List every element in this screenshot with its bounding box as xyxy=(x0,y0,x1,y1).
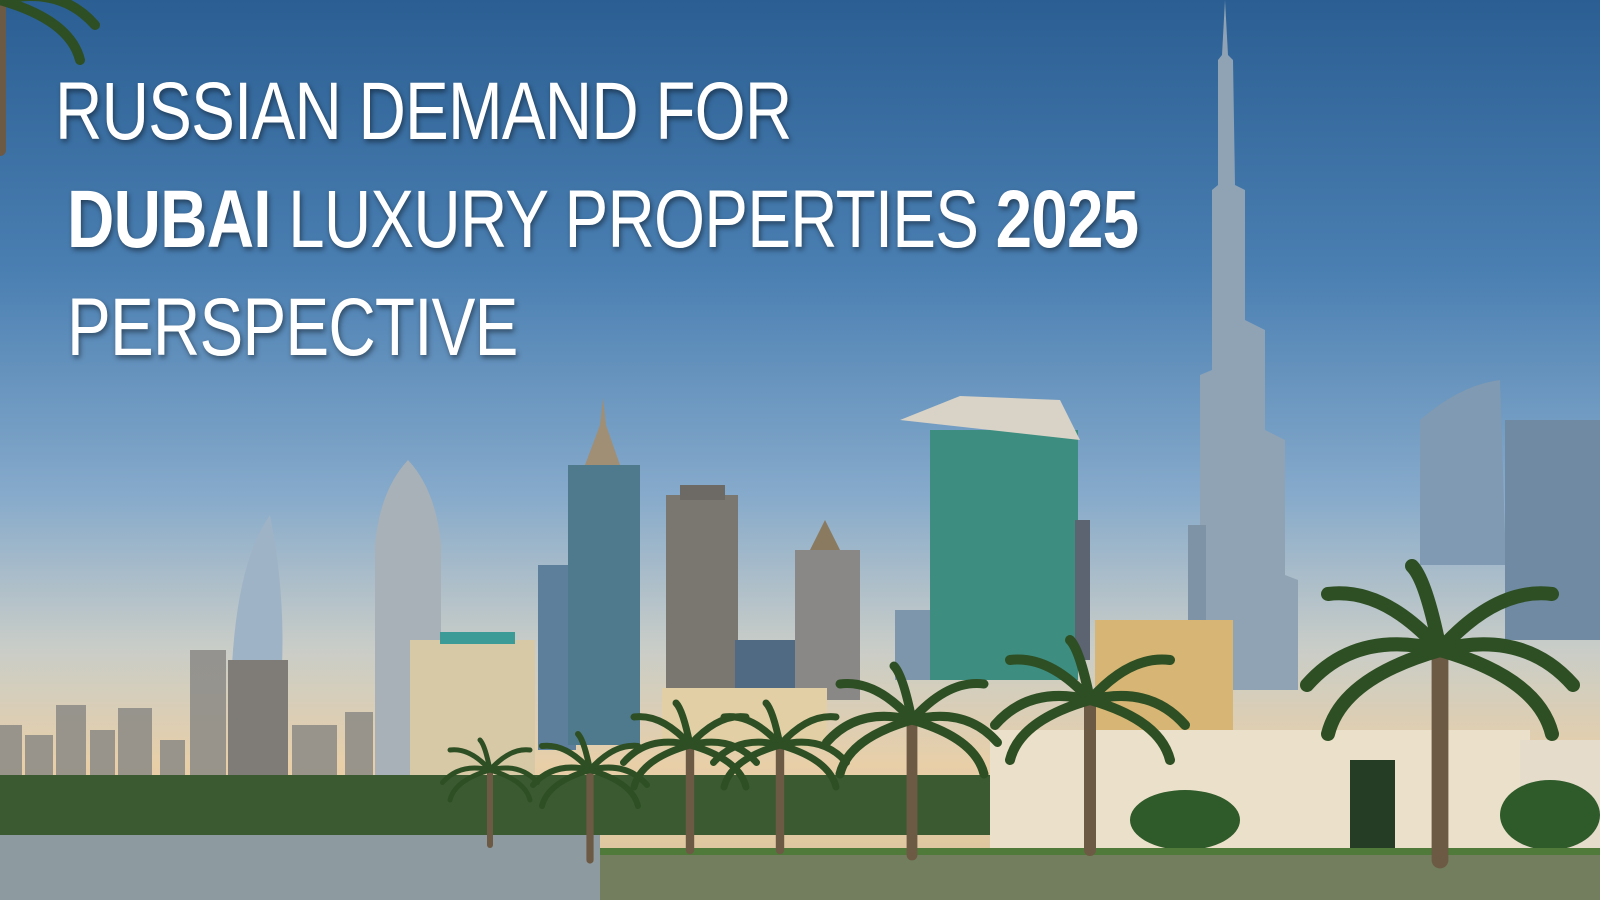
distant-buildings xyxy=(0,650,373,795)
headline-line-1: RUSSIAN DEMAND FOR xyxy=(55,66,792,157)
burj-khalifa xyxy=(1200,0,1298,690)
green-tower xyxy=(930,430,1078,680)
headline-line-2: DUBAI LUXURY PROPERTIES 2025 xyxy=(67,166,1140,274)
headline-bold-dubai: DUBAI xyxy=(67,174,272,265)
headline-bold-year: 2025 xyxy=(995,174,1140,265)
headline-line-2-middle: LUXURY PROPERTIES xyxy=(270,174,996,265)
tree-line xyxy=(0,775,990,835)
villas xyxy=(990,730,1530,860)
glass-tower xyxy=(568,465,640,745)
headline-line-3: PERSPECTIVE xyxy=(67,282,518,373)
water xyxy=(0,835,600,900)
headline: RUSSIAN DEMAND FOR DUBAI LUXURY PROPERTI… xyxy=(55,58,1406,382)
sail-tower xyxy=(232,515,283,665)
palm-trees xyxy=(0,0,1573,860)
